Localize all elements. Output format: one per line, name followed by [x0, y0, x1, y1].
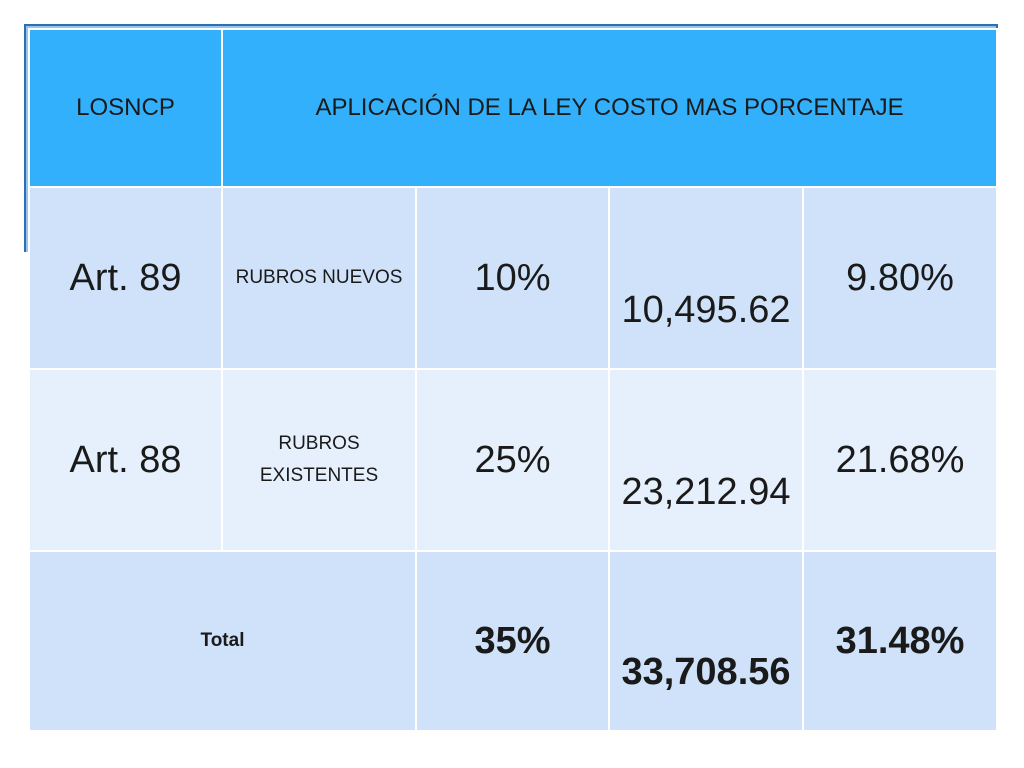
ratio-cell: 9.80%: [801, 186, 999, 370]
total-row: Total 35% 33,708.56 31.48%: [28, 550, 999, 732]
cost-table: LOSNCP APLICACIÓN DE LA LEY COSTO MAS PO…: [28, 28, 999, 732]
amount-cell: 10,495.62: [608, 186, 804, 370]
category-cell: RUBROS NUEVOS: [221, 186, 417, 370]
total-percent: 35%: [415, 550, 610, 732]
category-cell: RUBROS EXISTENTES: [221, 368, 417, 552]
ratio-cell: 21.68%: [801, 368, 999, 552]
total-ratio: 31.48%: [801, 550, 999, 732]
amount-cell: 23,212.94: [608, 368, 804, 552]
percent-cell: 10%: [415, 186, 610, 370]
article-cell: Art. 88: [28, 368, 223, 552]
article-cell: Art. 89: [28, 186, 223, 370]
header-row: LOSNCP APLICACIÓN DE LA LEY COSTO MAS PO…: [28, 28, 999, 188]
total-amount: 33,708.56: [608, 550, 804, 732]
header-losncp: LOSNCP: [28, 28, 223, 188]
total-label: Total: [28, 550, 417, 732]
header-aplicacion: APLICACIÓN DE LA LEY COSTO MAS PORCENTAJ…: [220, 28, 999, 188]
percent-cell: 25%: [415, 368, 610, 552]
table-row: Art. 89 RUBROS NUEVOS 10% 10,495.62 9.80…: [28, 186, 999, 370]
table-row: Art. 88 RUBROS EXISTENTES 25% 23,212.94 …: [28, 368, 999, 552]
